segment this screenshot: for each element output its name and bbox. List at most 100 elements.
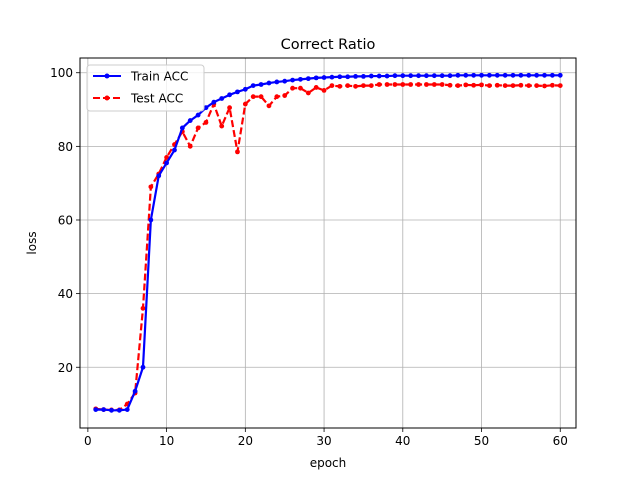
- test-acc-point: [242, 101, 248, 107]
- x-tick-label: 0: [84, 434, 92, 448]
- test-acc-point: [486, 83, 492, 89]
- train-acc-point: [282, 78, 288, 84]
- test-acc-point: [518, 82, 524, 88]
- test-acc-point: [549, 82, 555, 88]
- x-tick-label: 40: [395, 434, 410, 448]
- train-acc-point: [502, 72, 508, 78]
- test-acc-point: [195, 125, 201, 131]
- chart-title: Correct Ratio: [281, 37, 376, 53]
- train-acc-point: [140, 364, 146, 370]
- train-acc-point: [447, 73, 453, 79]
- test-acc-point: [494, 82, 500, 88]
- train-acc-point: [368, 73, 374, 79]
- train-acc-point: [148, 217, 154, 223]
- train-acc-point: [384, 73, 390, 79]
- test-acc-point: [400, 82, 406, 87]
- test-acc-point: [526, 83, 532, 89]
- train-acc-point: [534, 72, 540, 78]
- test-acc-point: [424, 82, 429, 87]
- test-acc-point: [329, 83, 335, 89]
- test-acc-point: [510, 83, 516, 89]
- plot-series: [93, 72, 563, 413]
- test-acc-point: [337, 83, 343, 89]
- y-axis-label: loss: [25, 231, 39, 254]
- test-acc-point: [345, 83, 351, 89]
- test-acc-point: [274, 94, 280, 100]
- train-acc-point: [219, 96, 225, 101]
- test-acc-point: [502, 83, 508, 89]
- y-tick-label: 100: [50, 66, 73, 80]
- train-acc-point: [455, 72, 461, 78]
- x-tick-label: 20: [238, 434, 253, 448]
- train-acc-point: [187, 118, 193, 123]
- train-acc-point: [361, 74, 366, 79]
- y-tick-label: 80: [58, 140, 73, 154]
- train-acc-point: [337, 74, 343, 80]
- train-acc-point: [211, 99, 217, 105]
- test-acc-point: [431, 82, 437, 87]
- legend: Train ACC Test ACC: [86, 64, 205, 112]
- test-acc-line: [95, 83, 561, 412]
- train-acc-point: [116, 407, 122, 413]
- test-acc-point: [471, 82, 477, 88]
- test-acc-point: [140, 305, 146, 311]
- test-acc-point: [305, 90, 311, 96]
- test-acc-point: [164, 155, 170, 160]
- train-acc-point: [164, 160, 170, 166]
- train-acc-point: [235, 89, 240, 95]
- test-acc-point: [384, 82, 390, 87]
- train-acc-point: [313, 75, 319, 81]
- test-acc-point: [203, 120, 209, 125]
- test-acc-point: [455, 83, 461, 89]
- train-acc-point: [242, 86, 248, 92]
- x-tick-label: 60: [553, 434, 568, 448]
- train-acc-point: [353, 74, 358, 79]
- train-acc-point: [510, 72, 516, 78]
- test-acc-point: [416, 82, 421, 87]
- test-acc-point: [439, 82, 445, 87]
- test-acc-point: [479, 82, 484, 88]
- legend-label-test: Test ACC: [130, 92, 183, 106]
- test-acc-point: [282, 93, 288, 98]
- train-acc-point: [290, 77, 295, 83]
- train-acc-point: [93, 407, 99, 412]
- test-acc-point: [266, 103, 272, 109]
- test-acc-point: [353, 83, 358, 89]
- x-tick-label: 10: [159, 434, 174, 448]
- test-acc-point: [447, 82, 453, 88]
- train-acc-point: [557, 72, 563, 78]
- train-acc-point: [124, 407, 130, 412]
- test-acc-point: [368, 83, 374, 89]
- axes-frame: [79, 57, 577, 429]
- train-acc-point: [416, 73, 421, 79]
- train-acc-point: [227, 92, 232, 98]
- train-acc-point: [101, 407, 107, 412]
- train-acc-point: [298, 76, 303, 82]
- test-acc-point: [542, 83, 547, 89]
- train-acc-point: [250, 83, 256, 89]
- axis-ticks: 0 10 20 30 40 50 60 20 40 60 80 100: [50, 66, 568, 448]
- test-acc-point: [557, 83, 563, 89]
- legend-marker-train: [104, 73, 110, 79]
- train-acc-point: [479, 72, 484, 78]
- train-acc-point: [486, 72, 492, 78]
- test-acc-point: [290, 85, 295, 91]
- train-acc-point: [179, 125, 185, 131]
- legend-marker-test: [104, 95, 110, 101]
- train-acc-point: [321, 75, 327, 80]
- y-tick-label: 20: [58, 361, 73, 375]
- test-acc-point: [235, 149, 240, 155]
- y-tick-label: 40: [58, 287, 73, 301]
- train-acc-point: [266, 80, 272, 86]
- test-acc-point: [392, 82, 398, 87]
- train-acc-point: [549, 72, 555, 78]
- legend-label-train: Train ACC: [130, 70, 188, 84]
- test-acc-point: [258, 94, 264, 100]
- test-acc-point: [148, 184, 154, 190]
- train-acc-point: [471, 72, 477, 78]
- x-axis-label: epoch: [310, 456, 347, 470]
- train-acc-point: [518, 72, 524, 78]
- grid: [80, 58, 576, 428]
- train-acc-point: [109, 407, 114, 413]
